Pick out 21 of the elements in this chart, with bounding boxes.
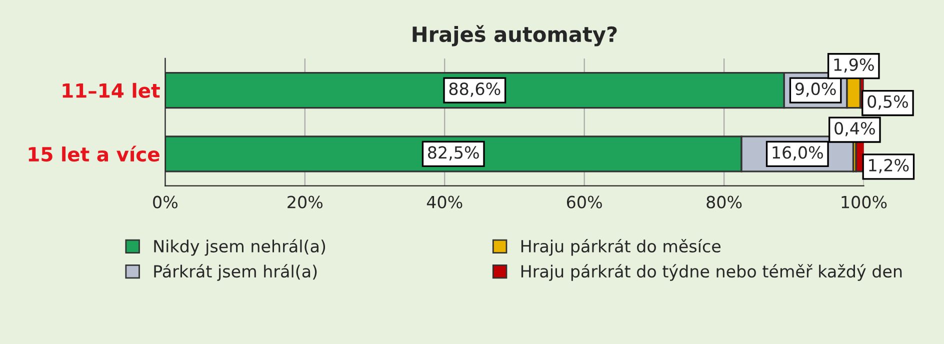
y-tick-label: 11–14 let	[62, 82, 160, 98]
data-label: 16,0%	[772, 146, 823, 160]
data-label: 9,0%	[795, 82, 836, 97]
data-label: 82,5%	[428, 146, 479, 160]
data-label: 0,4%	[834, 122, 875, 136]
y-tick-label: 15 let a více	[28, 146, 160, 162]
x-tick-label: 100%	[842, 196, 887, 208]
x-tick-label: 0%	[153, 196, 178, 208]
legend-label: Hraju párkrát do měsíce	[521, 238, 720, 256]
data-label: 0,5%	[868, 95, 908, 110]
legend-label: Nikdy jsem nehrál(a)	[154, 238, 326, 256]
x-tick-label: 40%	[426, 196, 462, 208]
legend-label: Hraju párkrát do týdne nebo téměř každý den	[521, 264, 902, 281]
x-tick-label: 80%	[706, 196, 742, 208]
x-tick-label: 20%	[288, 196, 323, 208]
legend-label: Párkrát jsem hrál(a)	[154, 264, 317, 281]
data-label: 1,2%	[869, 158, 909, 174]
data-label: 88,6%	[449, 82, 500, 97]
data-label: 1,9%	[834, 58, 874, 73]
x-tick-label: 60%	[566, 196, 602, 208]
chart-title: Hraješ automaty?	[412, 25, 617, 46]
